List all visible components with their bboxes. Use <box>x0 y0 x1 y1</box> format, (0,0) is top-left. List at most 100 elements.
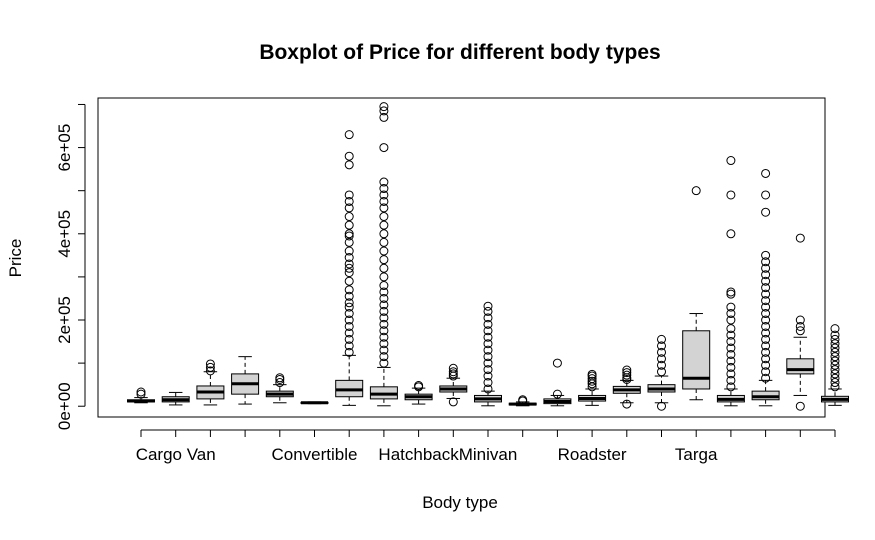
outlier-point <box>761 257 771 267</box>
plot-frame <box>97 97 826 418</box>
box-group <box>647 334 676 411</box>
outlier-point <box>379 313 389 323</box>
x-tick-label: Cargo Van <box>136 445 216 464</box>
outlier-point <box>344 268 354 278</box>
outlier-point <box>726 337 736 347</box>
outlier-point <box>379 293 389 303</box>
outlier-point <box>344 212 354 222</box>
outlier-point <box>379 237 389 247</box>
outlier-point <box>726 324 736 334</box>
outlier-point <box>344 259 354 269</box>
outlier-point <box>483 365 493 375</box>
outlier-point <box>795 321 805 331</box>
x-tick-label: Hatchback <box>378 445 459 464</box>
outlier-point <box>344 130 354 140</box>
outlier-point <box>205 362 215 372</box>
outlier-point <box>379 306 389 316</box>
outlier-point <box>761 207 771 217</box>
outlier-point <box>795 315 805 325</box>
box-group <box>543 358 572 407</box>
outlier-point <box>344 347 354 357</box>
box-group <box>682 186 711 401</box>
outlier-point <box>379 287 389 297</box>
outlier-point <box>761 250 771 260</box>
outlier-point <box>830 324 840 334</box>
outlier-point <box>761 276 771 286</box>
outlier-point <box>761 302 771 312</box>
outlier-point <box>379 177 389 187</box>
outlier-point <box>761 315 771 325</box>
box-group <box>369 102 398 407</box>
outlier-point <box>657 341 666 351</box>
outlier-point <box>830 330 840 340</box>
outlier-point <box>795 401 805 411</box>
outlier-point <box>379 112 389 122</box>
outlier-point <box>483 301 493 311</box>
box-group <box>300 401 329 405</box>
outlier-point <box>483 358 493 368</box>
outlier-point <box>830 352 840 362</box>
outlier-point <box>761 334 771 344</box>
outlier-point <box>830 382 840 392</box>
outlier-point <box>379 196 389 206</box>
outlier-point <box>379 184 389 194</box>
outlier-point <box>379 339 389 349</box>
box-group <box>404 381 433 405</box>
outlier-point <box>761 360 771 370</box>
box-group <box>821 324 849 406</box>
outlier-point <box>761 168 771 178</box>
outlier-point <box>379 319 389 329</box>
outlier-point <box>379 352 389 362</box>
outlier-point <box>379 229 389 239</box>
outlier-point <box>830 347 840 357</box>
outlier-point <box>379 203 389 213</box>
outlier-point <box>344 231 354 241</box>
outlier-point <box>344 276 354 286</box>
box-group <box>786 233 815 411</box>
outlier-point <box>726 229 736 239</box>
outlier-point <box>344 263 354 273</box>
outlier-point <box>657 360 666 370</box>
outlier-point <box>761 354 771 364</box>
outlier-point <box>761 367 771 377</box>
outlier-point <box>726 330 736 340</box>
y-tick-label: 4e+05 <box>55 210 74 258</box>
outlier-point <box>761 321 771 331</box>
outlier-point <box>379 326 389 336</box>
x-tick-label: Convertible <box>272 445 358 464</box>
outlier-point <box>205 359 215 369</box>
outlier-point <box>379 106 389 116</box>
outlier-point <box>657 401 666 411</box>
box-group <box>612 365 641 409</box>
outlier-point <box>761 309 771 319</box>
outlier-point <box>483 384 493 394</box>
outlier-point <box>483 313 493 323</box>
outlier-point <box>726 356 736 366</box>
outlier-point <box>830 369 840 379</box>
outlier-point <box>379 332 389 342</box>
box-group <box>474 301 502 407</box>
outlier-point <box>275 378 285 388</box>
outlier-point <box>136 387 146 397</box>
outlier-point <box>344 285 354 295</box>
box-group <box>335 130 364 406</box>
outlier-point <box>379 190 389 200</box>
outlier-point <box>587 376 597 386</box>
outlier-point <box>379 358 389 368</box>
outlier-point <box>830 343 840 353</box>
outlier-point <box>344 334 354 344</box>
outlier-point <box>483 306 493 316</box>
outlier-point <box>483 345 493 355</box>
box-group <box>161 391 190 406</box>
outlier-point <box>622 365 632 375</box>
outlier-point <box>761 270 771 280</box>
box-iqr <box>682 330 711 390</box>
outlier-point <box>344 160 354 170</box>
outlier-point <box>379 212 389 222</box>
outlier-point <box>344 220 354 230</box>
outlier-point <box>726 156 736 166</box>
outlier-point <box>726 369 736 379</box>
outlier-point <box>761 283 771 293</box>
outlier-point <box>379 263 389 273</box>
outlier-point <box>518 395 528 405</box>
